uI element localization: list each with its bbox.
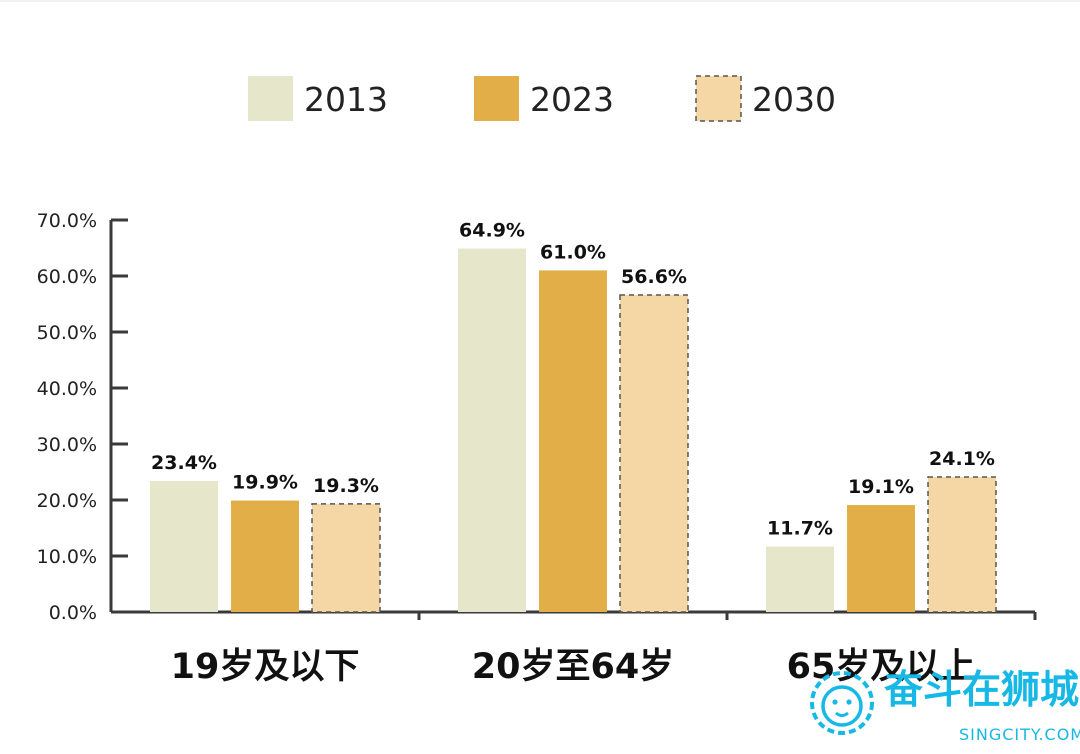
category-labels: 19岁及以下 20岁至64岁 65岁及以上 bbox=[171, 647, 976, 687]
bar-2030 bbox=[619, 294, 689, 613]
y-tick-label: 60.0% bbox=[37, 266, 97, 288]
watermark-site: SINGCITY.COM bbox=[959, 725, 1080, 744]
y-axis: 0.0% 10.0% 20.0% 30.0% 40.0% 50.0% 60.0% 70.0% bbox=[37, 210, 128, 624]
bar-2023 bbox=[847, 505, 915, 612]
y-tick-label: 50.0% bbox=[37, 322, 97, 344]
y-tick-label: 40.0% bbox=[37, 378, 97, 400]
bar-2013 bbox=[458, 248, 526, 612]
lion-icon bbox=[810, 671, 874, 735]
category-label: 19岁及以下 bbox=[171, 647, 360, 687]
y-tick-label: 10.0% bbox=[37, 546, 97, 568]
bar-2023 bbox=[231, 500, 299, 612]
bar-2030 bbox=[311, 503, 381, 613]
category-label: 65岁及以上 bbox=[787, 647, 976, 687]
y-tick-label: 0.0% bbox=[49, 602, 97, 624]
legend-swatch-2023 bbox=[474, 76, 519, 121]
watermark: 奋斗在狮城 SINGCITY.COM bbox=[810, 668, 1080, 744]
x-axis bbox=[111, 610, 1037, 620]
legend-label-2013: 2013 bbox=[304, 80, 388, 119]
value-label-2030: 56.6% bbox=[621, 266, 687, 288]
legend-label-2030: 2030 bbox=[752, 80, 836, 119]
bar-2030 bbox=[927, 476, 997, 613]
bar-2023 bbox=[539, 270, 607, 612]
bar-2013 bbox=[766, 546, 834, 612]
value-label-2030: 19.3% bbox=[313, 475, 379, 497]
value-label-2013: 11.7% bbox=[767, 517, 833, 539]
legend-label-2023: 2023 bbox=[530, 80, 614, 119]
watermark-brand: 奋斗在狮城 bbox=[884, 668, 1079, 713]
legend-swatch-2030 bbox=[695, 75, 742, 122]
value-labels: 23.4% 19.9% 19.3% 64.9% 61.0% 56.6% 11.7% 19.1%… bbox=[151, 220, 995, 540]
y-tick-label: 70.0% bbox=[37, 210, 97, 232]
legend: 2013 2023 2030 bbox=[248, 75, 836, 122]
bars bbox=[150, 248, 997, 613]
category-label: 20岁至64岁 bbox=[472, 647, 674, 687]
bar-2013 bbox=[150, 480, 218, 612]
legend-swatch-2013 bbox=[248, 76, 293, 121]
value-label-2013: 23.4% bbox=[151, 452, 217, 474]
top-divider bbox=[0, 0, 1080, 2]
y-tick-label: 20.0% bbox=[37, 490, 97, 512]
y-tick-label: 30.0% bbox=[37, 434, 97, 456]
value-label-2030: 24.1% bbox=[929, 448, 995, 470]
value-label-2023: 61.0% bbox=[540, 241, 606, 263]
value-label-2023: 19.1% bbox=[848, 476, 914, 498]
value-label-2023: 19.9% bbox=[232, 472, 298, 494]
value-label-2013: 64.9% bbox=[459, 220, 525, 242]
